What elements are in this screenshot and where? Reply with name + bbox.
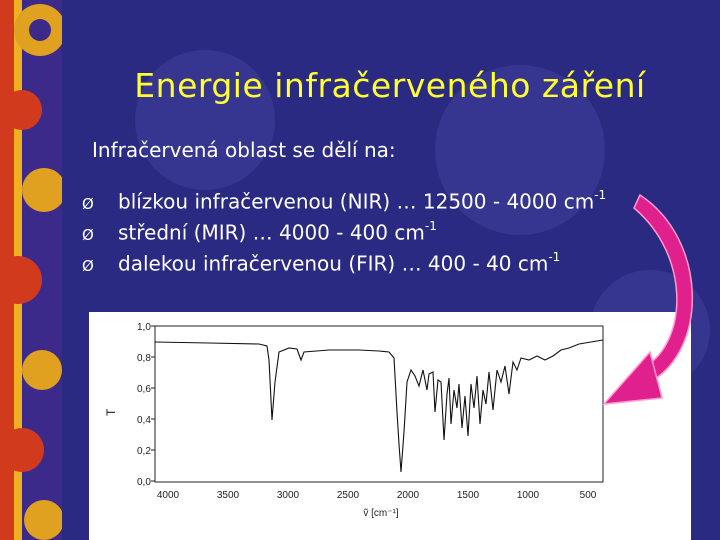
y-tick-label: 0,4	[137, 415, 151, 426]
ir-spectrum-plot: 1,0 0,8 0,6 0,4 0,2 0,0 T 4000 3500 3000…	[104, 322, 604, 519]
bullet-superscript: -1	[594, 188, 607, 202]
x-tick-label: 1000	[517, 490, 540, 501]
bullet-superscript: -1	[424, 219, 437, 233]
x-tick-label: 4000	[157, 490, 180, 501]
arrow-bullet-icon: Ø	[82, 256, 94, 275]
bullet-text: dalekou infračervenou (FIR) … 400 - 40 c…	[118, 251, 549, 276]
side-gears-strip	[0, 0, 62, 540]
y-tick-label: 0,0	[137, 477, 151, 488]
y-tick-label: 0,8	[137, 353, 151, 364]
spectrum-trace	[154, 339, 604, 473]
x-axis-label: ṽ [cm⁻¹]	[363, 508, 398, 519]
ir-spectrum-image: 1,0 0,8 0,6 0,4 0,2 0,0 T 4000 3500 3000…	[89, 312, 691, 540]
bullet-superscript: -1	[548, 250, 561, 264]
y-tick-label: 0,6	[137, 384, 151, 395]
intro-text: Infračervená oblast se dělí na:	[92, 138, 396, 162]
y-axis-label: T	[104, 408, 118, 416]
x-tick-label: 2500	[337, 490, 360, 501]
y-tick-label: 1,0	[137, 322, 151, 333]
arrow-bullet-icon: Ø	[82, 194, 94, 213]
bullet-text: střední (MIR) … 4000 - 400 cm	[118, 220, 425, 245]
bullet-text: blízkou infračervenou (NIR) … 12500 - 40…	[118, 189, 595, 214]
y-tick-label: 0,2	[137, 446, 151, 457]
x-tick-label: 3500	[217, 490, 240, 501]
x-axis-ticks: 4000 3500 3000 2500 2000 1500 1000 500	[157, 490, 597, 501]
y-axis-ticks: 1,0 0,8 0,6 0,4 0,2 0,0	[137, 322, 155, 488]
slide-title: Energie infračerveného záření	[134, 66, 646, 105]
x-tick-label: 3000	[277, 490, 300, 501]
x-tick-label: 2000	[397, 490, 420, 501]
x-tick-label: 1500	[457, 490, 480, 501]
x-tick-label: 500	[580, 490, 597, 501]
arrow-bullet-icon: Ø	[82, 225, 94, 244]
